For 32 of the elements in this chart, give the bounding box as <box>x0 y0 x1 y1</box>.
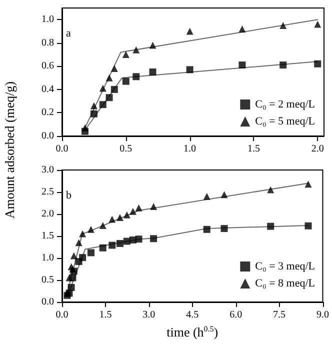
y-tick-label: 0.0 <box>42 130 54 142</box>
y-tick-label: 0.0 <box>42 296 54 308</box>
y-tick-label: 2.0 <box>42 208 54 220</box>
x-tick-label: 1.0 <box>184 144 196 154</box>
y-tick-label: 1.5 <box>42 230 54 242</box>
x-tick-label: 2.0 <box>311 144 324 154</box>
y-tick-label: 0.5 <box>42 274 54 286</box>
x-tick-label: 9.0 <box>316 310 329 320</box>
annotation: a <box>66 28 71 40</box>
x-tick-label: 3.0 <box>142 310 156 320</box>
x-tick-label: 0.0 <box>56 310 68 320</box>
annotation: b <box>66 190 72 202</box>
y-tick-label: 2.5 <box>42 186 54 198</box>
x-tick-label: 4.5 <box>186 310 199 320</box>
y-tick-label: 0.2 <box>42 107 54 118</box>
y-tick-label: 0.4 <box>42 84 54 95</box>
x-tick-label: 6.0 <box>230 310 242 320</box>
x-tick-label: 0.0 <box>56 144 68 154</box>
y-tick-label: 1.0 <box>42 14 54 26</box>
x-tick-label: 0.5 <box>120 144 132 154</box>
y-axis-title: Amount adsorbed (meq/g) <box>2 81 18 219</box>
y-tick-label: 0.6 <box>42 60 54 72</box>
x-tick-label: 1.5 <box>247 144 260 154</box>
legend-label: C₀ = 8 meq/L <box>255 278 316 290</box>
y-tick-label: 1.0 <box>42 252 54 264</box>
legend-label: C₀ = 3 meq/L <box>255 260 316 272</box>
y-tick-label: 0.8 <box>42 37 54 48</box>
x-tick-label: 7.5 <box>273 310 286 320</box>
y-tick-label: 3.0 <box>42 164 54 176</box>
x-tick-label: 1.5 <box>99 310 112 320</box>
legend-label: C₀ = 5 meq/L <box>255 116 316 128</box>
legend-label: C₀ = 2 meq/L <box>255 98 316 110</box>
